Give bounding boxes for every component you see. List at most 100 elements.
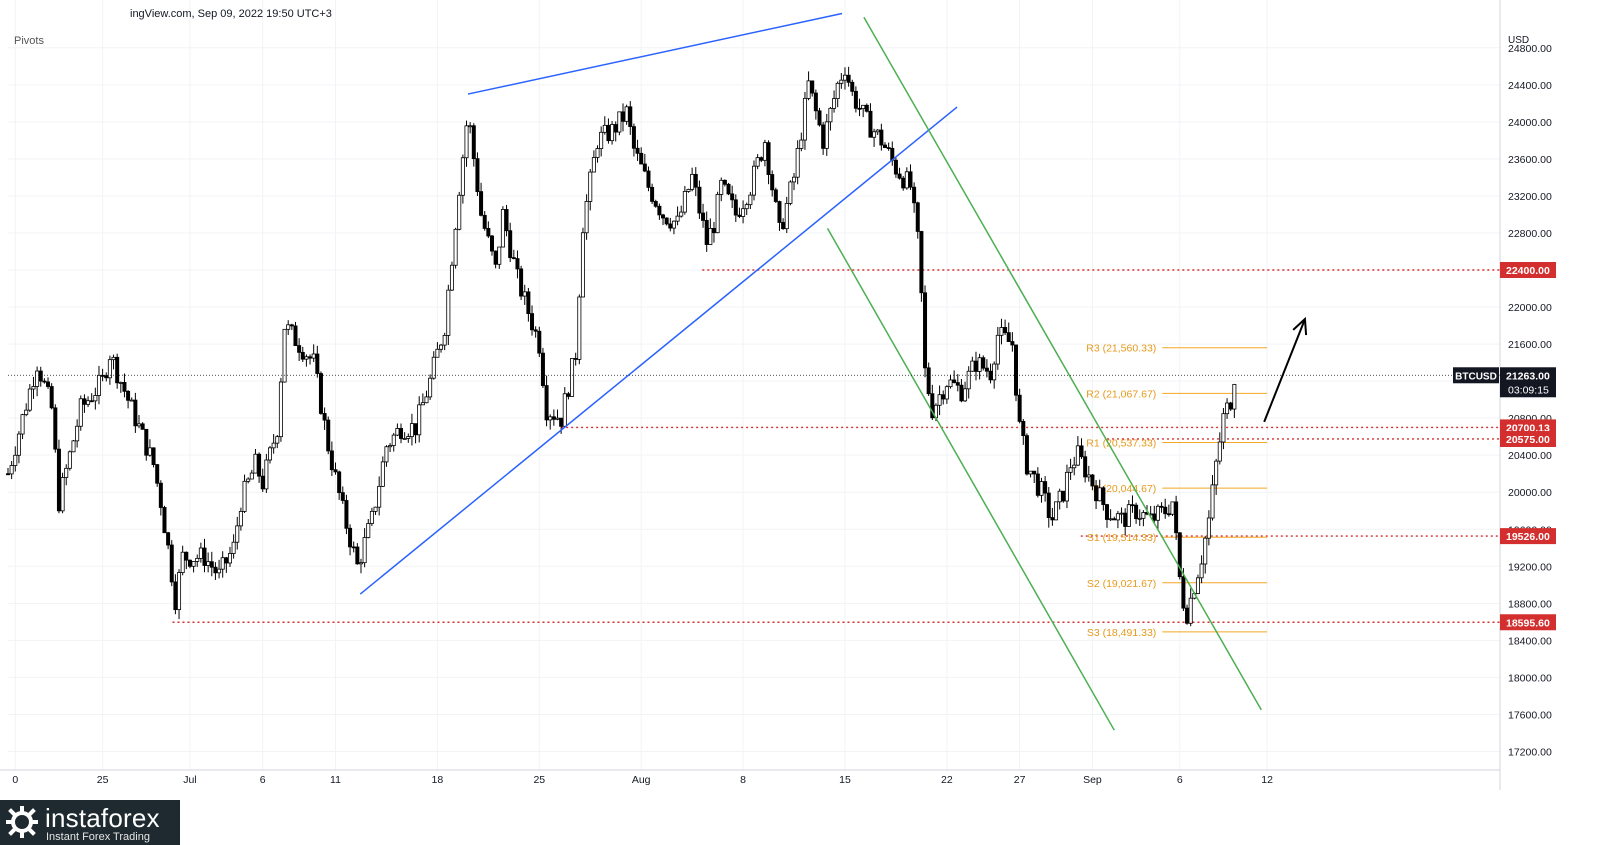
candle-body	[1003, 327, 1008, 334]
candle-body	[617, 111, 622, 133]
brand-logo-icon	[6, 806, 38, 838]
candle-body	[1130, 504, 1135, 507]
y-tick-label: 21600.00	[1508, 339, 1552, 351]
candle-body	[508, 230, 513, 258]
candle-body	[646, 170, 651, 188]
candle-body	[613, 124, 618, 133]
last-price-tag	[1500, 367, 1556, 398]
candle-body	[1126, 504, 1131, 527]
candle-body	[759, 157, 764, 161]
trendline-channel_lower	[826, 227, 1115, 731]
candle-body	[191, 560, 196, 567]
symbol-tag	[1453, 367, 1499, 384]
candle-body	[540, 352, 545, 386]
candle-body	[122, 382, 127, 392]
candle-body	[966, 370, 971, 390]
candle-body	[566, 393, 571, 397]
candle-body	[522, 291, 527, 297]
candle-body	[722, 179, 727, 185]
candle-body	[883, 144, 888, 148]
candle-body	[661, 214, 666, 219]
candle-body	[762, 142, 767, 161]
pivot-label: R3 (21,560.33)	[1086, 343, 1156, 355]
candle-body	[297, 345, 302, 353]
candle-body	[1119, 512, 1124, 515]
candle-body	[493, 250, 498, 265]
candle-body	[559, 417, 564, 427]
candle-body	[602, 124, 607, 133]
candle-body	[730, 193, 735, 201]
candle-body	[409, 423, 414, 437]
candle-body	[584, 201, 589, 234]
candle-body	[701, 212, 706, 221]
chart-source-header: ingView.com, Sep 09, 2022 19:50 UTC+3	[130, 8, 332, 20]
candle-body	[526, 291, 531, 314]
trendline-support	[359, 106, 958, 595]
candle-body	[489, 235, 494, 252]
candle-body	[282, 328, 287, 383]
candle-body	[1228, 402, 1233, 410]
candle-body	[635, 147, 640, 154]
candle-body	[395, 428, 400, 436]
level-price-tag	[1500, 528, 1556, 545]
candle-body	[1094, 485, 1099, 502]
candle-body	[668, 223, 673, 229]
candle-body	[926, 367, 931, 395]
candle-body	[231, 541, 236, 554]
candle-body	[257, 453, 262, 477]
candle-body	[1210, 484, 1215, 519]
candle-body	[126, 390, 131, 401]
candle-body	[610, 124, 615, 142]
level-price-tag	[1500, 262, 1556, 278]
candle-body	[213, 566, 218, 574]
candle-body	[802, 98, 807, 141]
candle-body	[1083, 456, 1088, 478]
candle-body	[1112, 518, 1117, 521]
forecast-arrow	[1263, 318, 1306, 423]
candle-body	[690, 173, 695, 190]
candle-body	[107, 359, 112, 379]
x-tick-label: 18	[432, 774, 444, 786]
candle-body	[631, 126, 636, 149]
candle-body	[872, 131, 877, 138]
candle-body	[27, 388, 32, 411]
y-tick-label: 24800.00	[1508, 43, 1552, 55]
candle-body	[792, 176, 797, 183]
candle-body	[348, 527, 353, 548]
candle-body	[1039, 481, 1044, 496]
candle-body	[322, 413, 327, 421]
candle-body	[56, 448, 61, 512]
brand-watermark: instaforex Instant Forex Trading	[0, 800, 180, 845]
candle-body	[399, 428, 404, 439]
candle-body	[184, 551, 189, 561]
candle-body	[530, 313, 535, 331]
candle-body	[879, 129, 884, 146]
y-tick-label: 19200.00	[1508, 561, 1552, 573]
candle-body	[748, 194, 753, 206]
candle-body	[1159, 505, 1164, 508]
candle-body	[770, 174, 775, 191]
x-tick-label: 0	[12, 774, 18, 786]
candle-body	[555, 417, 560, 420]
candle-body	[344, 500, 349, 529]
candle-body	[839, 79, 844, 84]
candle-body	[799, 139, 804, 149]
candle-body	[460, 157, 465, 196]
candle-body	[38, 370, 43, 382]
candle-body	[544, 385, 549, 421]
x-tick-label: 25	[97, 774, 109, 786]
candle-body	[24, 409, 29, 416]
candle-body	[824, 121, 829, 149]
candle-body	[893, 159, 898, 175]
price-labels: 22400.0020700.1320575.0019526.0018595.60…	[1453, 262, 1556, 631]
candle-body	[439, 344, 444, 350]
candle-body	[1181, 576, 1186, 609]
candle-body	[850, 81, 855, 92]
candle-body	[537, 330, 542, 354]
candle-body	[428, 377, 433, 398]
x-tick-label: Aug	[632, 774, 651, 786]
x-tick-label: 27	[1014, 774, 1026, 786]
pivot-label: R1 (20,537.33)	[1086, 437, 1156, 449]
candle-body	[1163, 506, 1168, 515]
